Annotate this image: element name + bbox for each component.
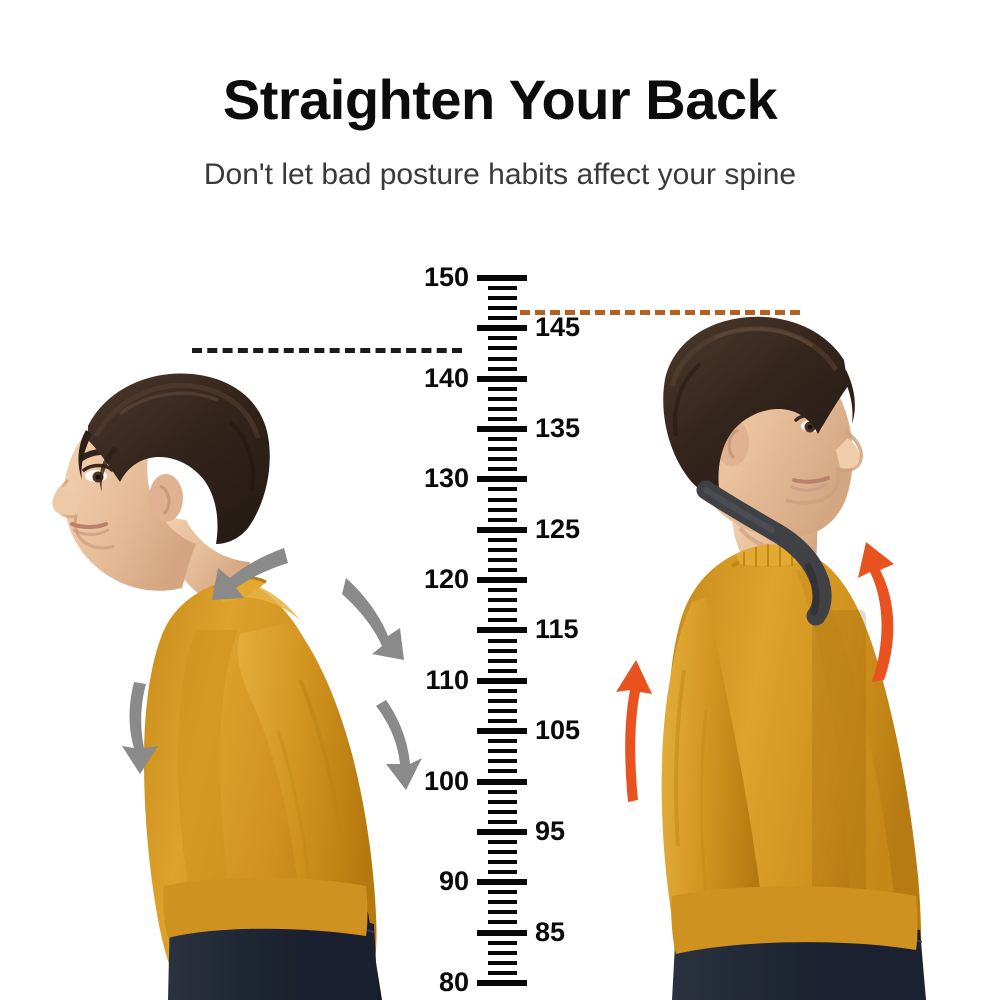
ruler-minor-tick xyxy=(487,819,517,824)
ruler-minor-tick xyxy=(487,537,517,542)
ruler-minor-tick xyxy=(487,789,517,794)
ruler-label-115: 115 xyxy=(535,614,579,645)
page-subtitle: Don't let bad posture habits affect your… xyxy=(203,158,797,191)
ruler-minor-tick xyxy=(487,356,517,361)
ruler-minor-tick xyxy=(487,668,517,673)
ruler-major-tick xyxy=(477,778,527,785)
ruler-label-95: 95 xyxy=(535,815,566,846)
ruler-minor-tick xyxy=(487,336,517,341)
ruler-minor-tick xyxy=(487,970,517,975)
ruler-minor-tick xyxy=(487,849,517,854)
bad-posture-reference-line xyxy=(192,348,462,353)
ruler-minor-tick xyxy=(487,437,517,442)
ruler-minor-tick xyxy=(487,920,517,925)
ruler-label-145: 145 xyxy=(535,312,581,343)
ruler-minor-tick xyxy=(487,296,517,301)
ruler-minor-tick xyxy=(487,447,517,452)
ruler-minor-tick xyxy=(487,487,517,492)
ruler-major-tick xyxy=(477,677,527,684)
ruler-major-tick xyxy=(477,627,527,634)
ruler-major-tick xyxy=(477,979,527,986)
good-posture-reference-line xyxy=(520,310,800,315)
figure-boy-upright xyxy=(620,290,1000,1000)
boy-slouched-illustration xyxy=(52,373,382,1000)
ruler-minor-tick xyxy=(487,286,517,291)
ruler-minor-tick xyxy=(487,568,517,573)
ruler-minor-tick xyxy=(487,386,517,391)
ruler-label-105: 105 xyxy=(535,715,581,746)
ruler-minor-tick xyxy=(487,950,517,955)
ruler-major-tick xyxy=(477,325,527,332)
posture-corrector-device xyxy=(696,480,832,626)
ruler-minor-tick xyxy=(487,507,517,512)
ruler-minor-tick xyxy=(487,557,517,562)
ruler-label-85: 85 xyxy=(535,916,566,947)
ruler-minor-tick xyxy=(487,457,517,462)
ruler-minor-tick xyxy=(487,406,517,411)
ruler-minor-tick xyxy=(487,809,517,814)
ruler-label-125: 125 xyxy=(535,513,581,544)
ruler-major-tick xyxy=(477,728,527,735)
ruler-minor-tick xyxy=(487,940,517,945)
ruler-minor-tick xyxy=(487,306,517,311)
ruler-major-tick xyxy=(477,577,527,584)
ruler-minor-tick xyxy=(487,960,517,965)
ruler-minor-tick xyxy=(487,769,517,774)
ruler-minor-tick xyxy=(487,467,517,472)
ruler-minor-tick xyxy=(487,588,517,593)
page-title: Straighten Your Back xyxy=(222,68,778,131)
figure-boy-slouched xyxy=(0,330,440,1000)
ruler-minor-tick xyxy=(487,900,517,905)
ruler-minor-tick xyxy=(487,416,517,421)
ruler-minor-tick xyxy=(487,839,517,844)
ruler-minor-tick xyxy=(487,739,517,744)
ruler-major-tick xyxy=(477,476,527,483)
ruler-minor-tick xyxy=(487,910,517,915)
ruler-minor-tick xyxy=(487,366,517,371)
ruler-minor-tick xyxy=(487,749,517,754)
ruler-minor-tick xyxy=(487,497,517,502)
ruler-minor-tick xyxy=(487,688,517,693)
ruler-minor-tick xyxy=(487,698,517,703)
ruler-major-tick xyxy=(477,275,527,281)
ruler-major-tick xyxy=(477,426,527,433)
ruler-minor-tick xyxy=(487,648,517,653)
ruler-minor-tick xyxy=(487,316,517,321)
ruler-minor-tick xyxy=(487,346,517,351)
ruler-minor-tick xyxy=(487,719,517,724)
ruler-minor-tick xyxy=(487,396,517,401)
ruler-minor-tick xyxy=(487,618,517,623)
ruler-minor-tick xyxy=(487,547,517,552)
ruler-minor-tick xyxy=(487,759,517,764)
boy-upright-illustration xyxy=(661,316,926,1000)
ruler-major-tick xyxy=(477,375,527,382)
ruler-minor-tick xyxy=(487,870,517,875)
ruler-major-tick xyxy=(477,929,527,936)
ruler-major-tick xyxy=(477,879,527,886)
ruler-minor-tick xyxy=(487,638,517,643)
ruler-minor-tick xyxy=(487,799,517,804)
ruler-minor-tick xyxy=(487,598,517,603)
ruler-major-tick xyxy=(477,828,527,835)
ruler-major-tick xyxy=(477,526,527,533)
ruler-minor-tick xyxy=(487,658,517,663)
ruler-minor-tick xyxy=(487,517,517,522)
ruler-label-150: 150 xyxy=(423,262,469,292)
ruler-minor-tick xyxy=(487,860,517,865)
ruler-minor-tick xyxy=(487,608,517,613)
ruler-minor-tick xyxy=(487,709,517,713)
ruler-label-135: 135 xyxy=(535,413,581,444)
ruler-minor-tick xyxy=(487,890,517,895)
